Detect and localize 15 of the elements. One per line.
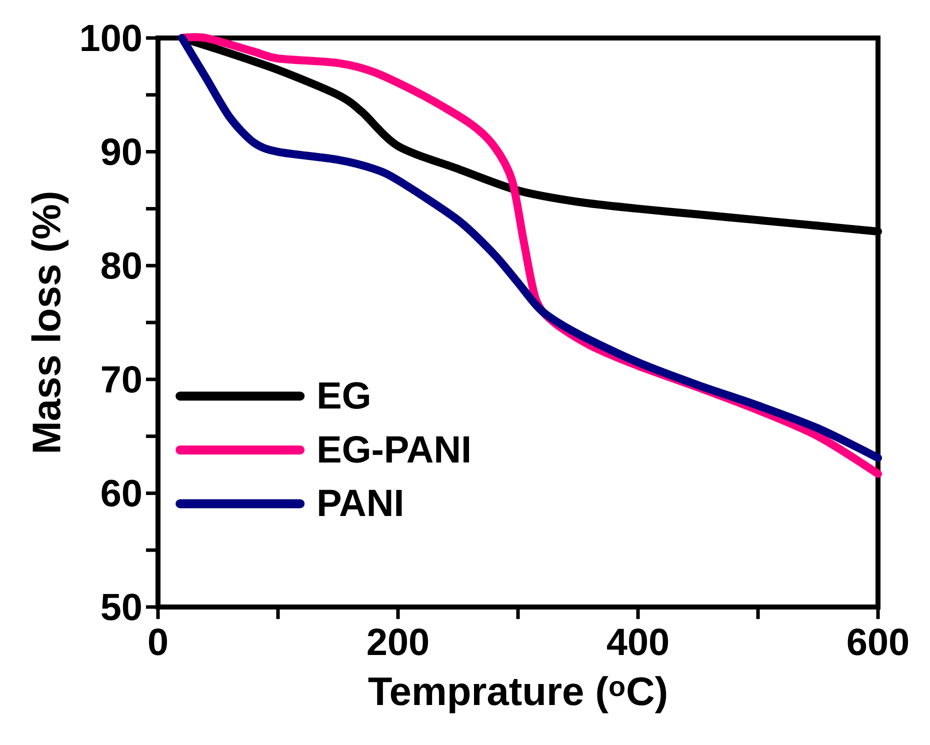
x-tick-label: 400: [607, 628, 668, 656]
y-tick-label: 100: [82, 24, 141, 52]
y-axis-title: Mass loss (%): [31, 192, 68, 452]
x-axis-title: Temprature ($^{o}$C): [368, 676, 666, 714]
y-tick-label: 90: [102, 138, 141, 166]
y-tick-label: 50: [102, 594, 141, 620]
legend-label: EG-PANI: [319, 436, 470, 463]
y-tick-label: 80: [102, 252, 141, 280]
x-tick-label: 0: [148, 628, 167, 656]
y-tick-label: 60: [102, 480, 141, 507]
x-tick-label: 600: [848, 628, 908, 656]
y-tick-label: 70: [102, 366, 141, 393]
legend-label: PANI: [319, 490, 402, 516]
x-tick-label: 200: [368, 628, 428, 656]
legend-label: EG: [319, 382, 369, 409]
